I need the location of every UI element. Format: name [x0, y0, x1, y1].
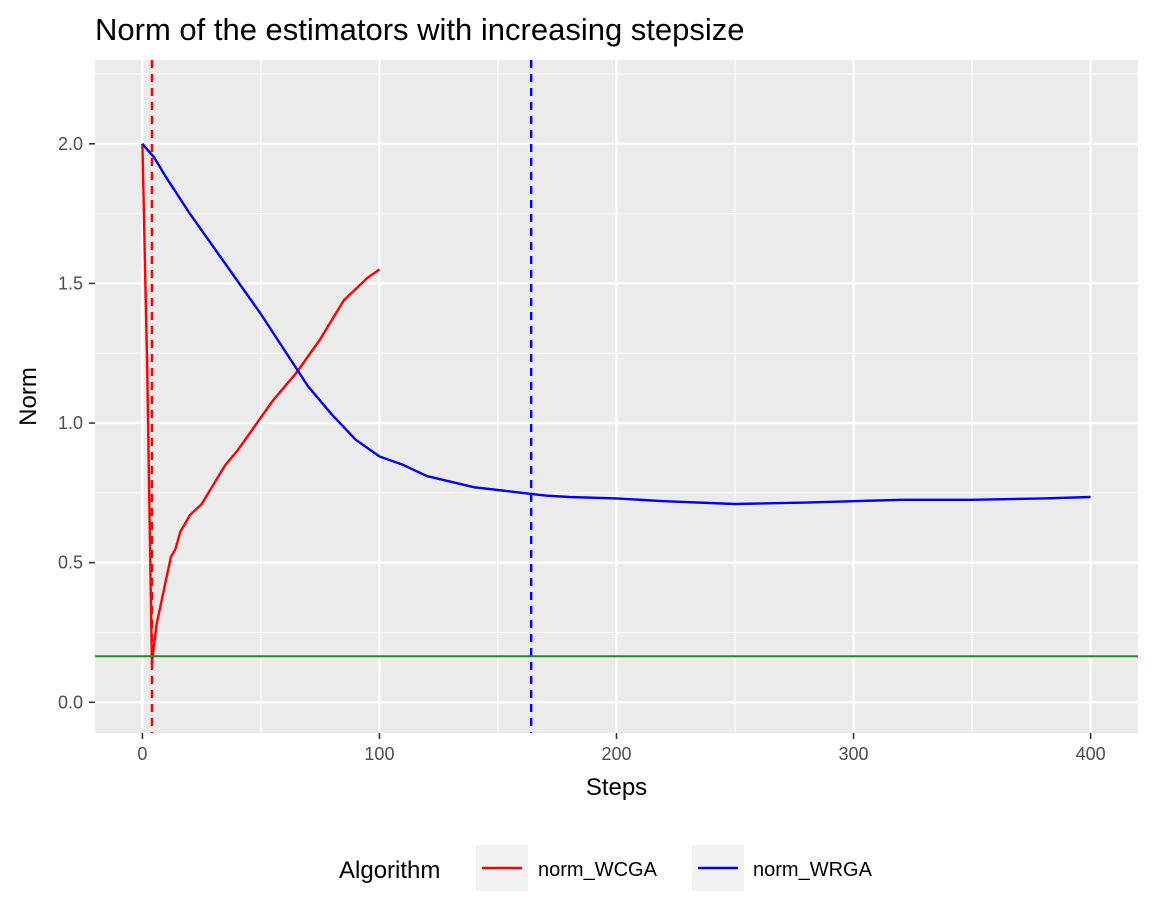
- legend-title: Algorithm: [339, 857, 440, 884]
- y-axis-title: Norm: [15, 367, 42, 426]
- x-tick-label: 0: [137, 744, 147, 764]
- axes: 0 100 200 300 400 0.0 0.5 1.0 1.5 2.0: [58, 134, 1106, 764]
- y-tick-label: 1.5: [58, 273, 83, 293]
- y-tick-label: 1.0: [58, 413, 83, 433]
- legend-label: norm_WRGA: [753, 859, 873, 881]
- reference-lines: [95, 60, 1138, 733]
- y-tick-label: 2.0: [58, 134, 83, 154]
- x-tick-label: 200: [601, 744, 631, 764]
- legend: Algorithm norm_WCGA norm_WRGA: [339, 845, 873, 891]
- x-axis-title: Steps: [586, 774, 647, 801]
- series-line-norm_WCGA: [141, 143, 381, 665]
- x-tick-label: 100: [364, 744, 394, 764]
- x-tick-label: 300: [839, 744, 869, 764]
- grid-lines: [95, 60, 1138, 733]
- chart-title: Norm of the estimators with increasing s…: [95, 12, 745, 47]
- x-tick-label: 400: [1076, 744, 1106, 764]
- series-line-norm_WRGA: [141, 143, 1091, 506]
- y-tick-label: 0.0: [58, 692, 83, 712]
- series-lines: [141, 143, 1091, 665]
- y-tick-label: 0.5: [58, 553, 83, 573]
- legend-label: norm_WCGA: [538, 859, 658, 881]
